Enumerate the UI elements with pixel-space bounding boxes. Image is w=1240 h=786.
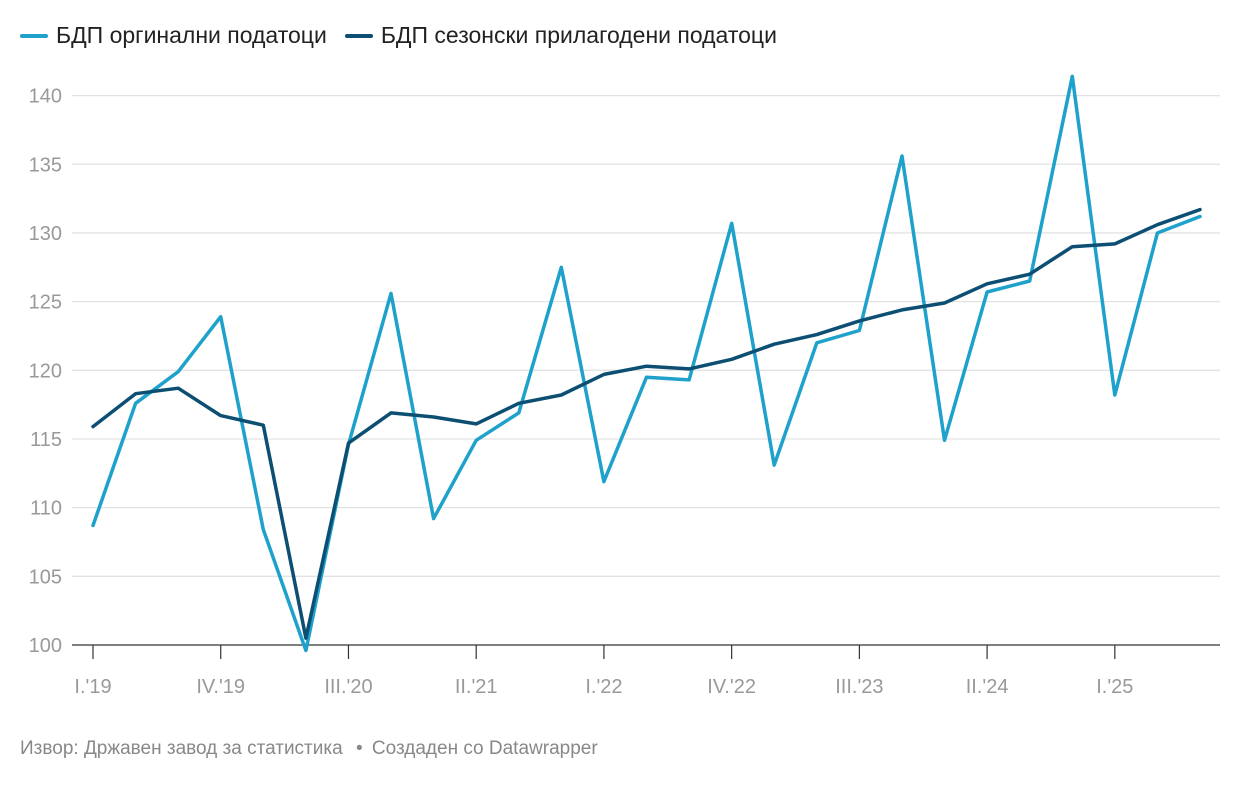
legend: БДП оргинални податоци БДП сезонски прил… [20, 22, 777, 49]
series-line-original [91, 74, 1202, 653]
y-tick-label: 110 [30, 498, 62, 520]
x-tick-label: II.'24 [966, 676, 1009, 698]
source-note: Извор: Државен завод за статистика [20, 738, 343, 759]
x-tick-label: II.'21 [455, 676, 498, 698]
y-axis-ticks: 100 105 110 115 120 125 130 135 140 [29, 86, 62, 657]
y-tick-label: 135 [29, 154, 62, 176]
x-tick-label: I.'22 [585, 676, 622, 698]
legend-item-seasonal: БДП сезонски прилагодени податоци [344, 22, 777, 49]
chart-footer: Извор: Државен завод за статистика • Соз… [20, 738, 598, 760]
legend-label-seasonal: БДП сезонски прилагодени податоци [380, 22, 777, 48]
x-axis-ticks: I.'19 IV.'19 III.'20 II.'21 I.'22 IV.'22 III.'… [74, 645, 1133, 698]
legend-label-original: БДП оргинални податоци [56, 22, 327, 48]
legend-swatch-seasonal [344, 33, 373, 38]
y-tick-label: 130 [29, 223, 62, 245]
y-tick-label: 100 [29, 635, 62, 657]
x-tick-label: I.'25 [1096, 676, 1133, 698]
series-line-seasonal [91, 207, 1202, 640]
y-tick-label: 140 [29, 86, 62, 108]
x-tick-label: III.'20 [324, 676, 372, 698]
y-tick-label: 120 [29, 360, 62, 382]
legend-item-original: БДП оргинални податоци [20, 22, 327, 49]
footer-separator: • [355, 738, 363, 759]
y-tick-label: 125 [29, 292, 62, 314]
grid-lines [72, 94, 1220, 646]
legend-swatch-original [20, 33, 48, 38]
credit-note: Создаден со Datawrapper [371, 738, 598, 759]
x-tick-label: III.'23 [835, 676, 883, 698]
x-tick-label: IV.'22 [707, 676, 756, 698]
y-tick-label: 105 [29, 566, 62, 588]
y-tick-label: 115 [30, 429, 62, 451]
series-lines [91, 74, 1202, 653]
x-tick-label: I.'19 [74, 676, 111, 698]
x-tick-label: IV.'19 [196, 676, 245, 698]
